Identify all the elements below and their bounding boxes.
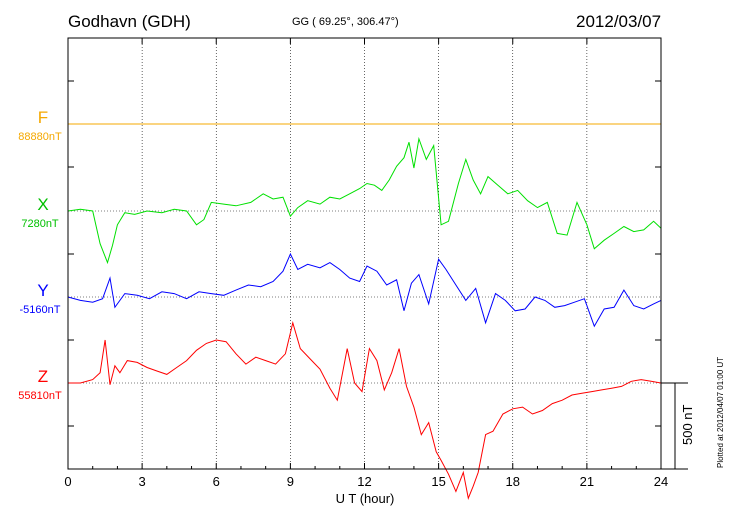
series-baseline-x: 7280nT (21, 218, 59, 230)
x-tick-label: 3 (139, 474, 146, 489)
series-line-y (67, 252, 662, 328)
x-axis-ticks: 0 3 6 9 12 15 18 21 24 (64, 38, 668, 489)
x-tick-label: 9 (287, 474, 294, 489)
series-baseline-y: -5160nT (19, 304, 61, 316)
series-baseline-z: 55810nT (18, 390, 62, 402)
series-baseline-f: 88880nT (18, 131, 62, 143)
series-label-f: F (37, 108, 49, 127)
series-line-x (67, 136, 662, 265)
x-tick-label: 6 (213, 474, 220, 489)
scale-bar: 500 nT (661, 382, 695, 470)
x-tick-label: 18 (506, 474, 520, 489)
series-lines (67, 123, 662, 500)
grid-lines (68, 38, 661, 469)
station-coordinates: GG ( 69.25°, 306.47°) (292, 16, 399, 28)
scale-bar-label: 500 nT (680, 404, 695, 445)
x-tick-label: 21 (580, 474, 594, 489)
plotted-timestamp: Plotted at 2012/04/07 01:00 UT (716, 356, 725, 468)
series-label-x: X (37, 195, 49, 214)
x-tick-label: 12 (357, 474, 371, 489)
station-name: Godhavn (GDH) (68, 12, 191, 31)
series-label-y: Y (37, 281, 49, 300)
x-tick-label: 0 (64, 474, 71, 489)
x-tick-label: 24 (654, 474, 668, 489)
plot-date: 2012/03/07 (576, 12, 662, 31)
series-label-z: Z (37, 367, 49, 386)
x-axis-title: U T (hour) (336, 491, 395, 506)
series-line-z (68, 320, 662, 500)
x-tick-label: 15 (431, 474, 445, 489)
